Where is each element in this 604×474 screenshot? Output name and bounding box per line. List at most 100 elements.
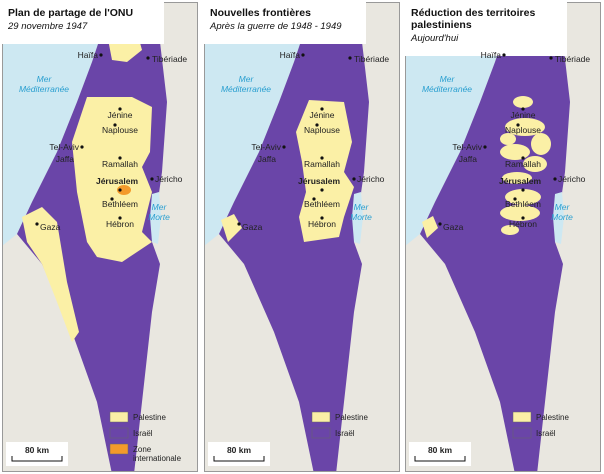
title-line: Nouvelles frontières — [210, 7, 311, 19]
legend-label: Palestine — [133, 413, 166, 422]
palestine-area — [502, 172, 532, 184]
sea-label-line: Morte — [350, 212, 372, 222]
sea-label-line: Mer — [152, 202, 168, 212]
scale-bg — [208, 442, 270, 466]
city-label: Jérusalem — [96, 176, 138, 186]
city-label: Naplouse — [304, 125, 340, 135]
palestine-area — [501, 225, 519, 235]
city-label: Jéricho — [357, 174, 385, 184]
city-dot — [118, 107, 122, 111]
sea-label-line: Morte — [551, 212, 573, 222]
city-dot — [521, 188, 525, 192]
legend-label: Israël — [335, 429, 355, 438]
city-label: Jaffa — [459, 154, 478, 164]
city-dot — [483, 145, 487, 149]
city-label: Bethléem — [102, 199, 138, 209]
city-label: Tel-Aviv — [251, 142, 281, 152]
legend-label: Palestine — [536, 413, 569, 422]
sea — [405, 2, 509, 246]
city-dot — [150, 177, 154, 181]
palestine-area — [513, 96, 533, 108]
city-label: Gaza — [40, 222, 61, 232]
city-dot — [312, 197, 316, 201]
scale-bg — [409, 442, 471, 466]
scale-label: 80 km — [25, 445, 50, 455]
sea-label-line: Méditerranée — [422, 84, 472, 94]
scale-bar — [11, 456, 63, 462]
city-dot — [553, 177, 557, 181]
title: Réduction des territoires palestiniens — [411, 7, 535, 31]
city-label: Hébron — [308, 219, 336, 229]
city-dot — [80, 145, 84, 149]
city-dot — [438, 222, 442, 226]
map — [405, 2, 601, 472]
city-label: Ramallah — [304, 159, 340, 169]
legend-swatch — [109, 427, 129, 439]
city-dot — [146, 56, 150, 60]
city-dot — [320, 107, 324, 111]
dead-sea — [352, 192, 363, 244]
city-dot — [301, 53, 305, 57]
city-dot — [118, 216, 122, 220]
scale-label: 80 km — [428, 445, 453, 455]
city-dot — [113, 123, 117, 127]
palestine-area — [72, 97, 152, 262]
city-dot — [348, 56, 352, 60]
sea — [204, 2, 308, 246]
map — [204, 2, 400, 472]
city-dot — [320, 156, 324, 160]
title-line: palestiniens — [411, 19, 472, 31]
city-dot — [549, 56, 553, 60]
city-label: Haïfa — [78, 50, 99, 60]
title: Plan de partage de l'ONU — [8, 7, 133, 19]
city-label: Jéricho — [155, 174, 183, 184]
title-line: Réduction des territoires — [411, 7, 535, 19]
city-dot — [99, 53, 103, 57]
palestine-area — [505, 189, 541, 205]
palestine-area — [500, 205, 540, 221]
legend-label: Zone internationale — [133, 445, 182, 463]
city-label: Jérusalem — [298, 176, 340, 186]
legend-swatch — [512, 427, 532, 439]
city-dot — [521, 107, 525, 111]
city-dot — [237, 222, 241, 226]
city-label: Ramallah — [505, 159, 541, 169]
dead-sea — [150, 192, 161, 244]
sea-label: Mer Morte — [551, 202, 573, 222]
scale-label: 80 km — [227, 445, 252, 455]
city-label: Tibériade — [354, 54, 389, 64]
sea-label-line: Mer — [440, 74, 456, 84]
map-panel: Plan de partage de l'ONU 29 novembre 1947… — [2, 2, 198, 472]
city-label: Jaffa — [258, 154, 277, 164]
city-label: Gaza — [242, 222, 263, 232]
sea-label-line: Mer — [239, 74, 255, 84]
city-label: Naplouse — [505, 125, 541, 135]
legend-swatch — [311, 427, 331, 439]
international-zone — [117, 185, 131, 195]
palestine-area — [531, 133, 551, 155]
palestine-area — [422, 216, 438, 238]
city-label: Jénine — [510, 110, 535, 120]
city-dot — [516, 123, 520, 127]
sea-label: Mer Méditerranée — [422, 74, 472, 94]
sea-label-line: Mer — [354, 202, 370, 212]
city-label: Bethléem — [304, 199, 340, 209]
city-dot — [521, 156, 525, 160]
sea-label-line: Méditerranée — [221, 84, 271, 94]
city-label: Tel-Aviv — [452, 142, 482, 152]
city-label: Ramallah — [102, 159, 138, 169]
city-dot — [320, 216, 324, 220]
sea-label: Mer Méditerranée — [19, 74, 69, 94]
city-label: Haïfa — [481, 50, 502, 60]
city-dot — [118, 188, 122, 192]
city-label: Hébron — [106, 219, 134, 229]
map-panel: Réduction des territoires palestiniens Auj… — [405, 2, 601, 472]
scale-bar — [414, 456, 466, 462]
sea-label: Mer Morte — [350, 202, 372, 222]
legend-label: Palestine — [335, 413, 368, 422]
sea-label-line: Mer — [555, 202, 571, 212]
sea — [2, 2, 106, 246]
city-label: Naplouse — [102, 125, 138, 135]
subtitle: Aujourd'hui — [410, 33, 459, 44]
